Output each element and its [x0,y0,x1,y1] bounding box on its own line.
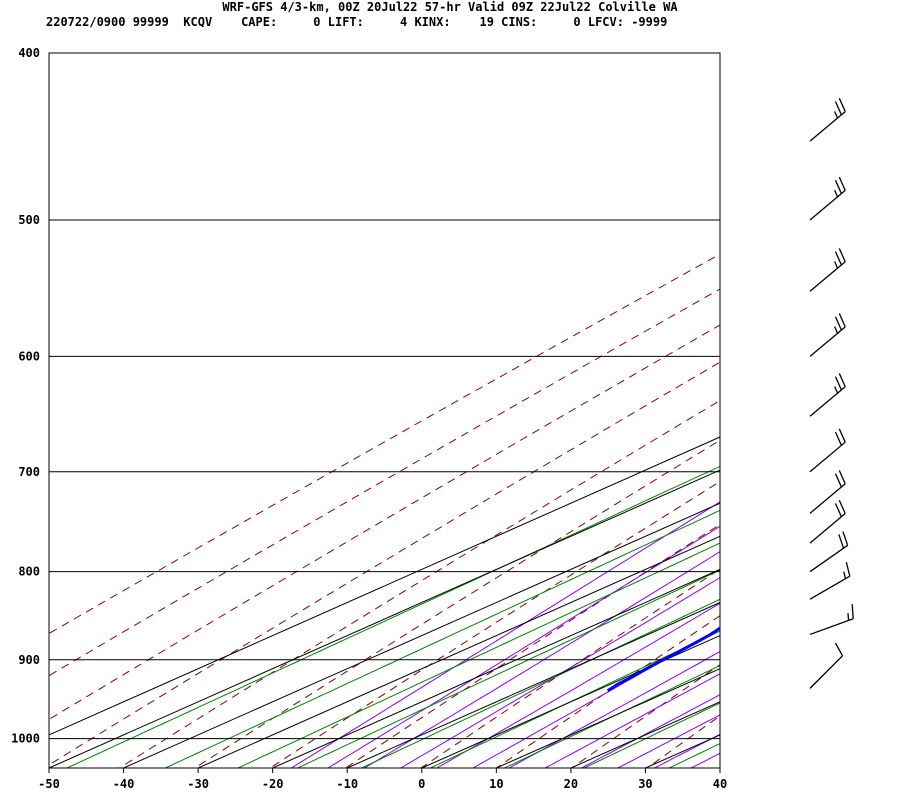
plot-border [48,52,721,769]
dry-adiabat [269,481,720,768]
dry-adiabat [49,361,720,766]
temperature-trace [761,141,900,691]
moist-adiabat [290,501,720,768]
dry-adiabat [49,253,720,635]
wind-barb [809,313,846,357]
sounding-traces [606,141,900,693]
dewpoint-trace [606,626,720,693]
moist-adiabat [580,694,720,768]
dry-adiabat [344,523,720,768]
background-lines [49,15,900,783]
moist-adiabat [471,627,720,768]
temperature-tick-label: -10 [336,777,358,791]
temperature-tick-label: 40 [713,777,727,791]
chart-title: WRF-GFS 4/3-km, 00Z 20Jul22 57-hr Valid … [222,0,678,14]
station-indices-line: 220722/0900 99999 KCQV CAPE: 0 LIFT: 4 K… [46,15,667,29]
temperature-tick-label: 30 [638,777,652,791]
pressure-tick-label: 700 [18,465,40,479]
moist-adiabat [544,673,720,768]
moist-adiabat [690,752,720,768]
moist-adiabat [653,733,720,768]
dry-adiabat [193,439,720,768]
mixing-ratio-line [668,742,720,768]
dry-adiabat [49,288,720,677]
temperature-tick-label: 20 [564,777,578,791]
dry-adiabat [855,15,900,783]
pressure-tick-label: 600 [18,349,40,363]
mixing-ratio-line [236,542,720,768]
mixing-ratio-line [164,509,720,768]
moist-adiabat [399,576,720,768]
moist-adiabat [363,551,720,768]
wind-barb [809,642,844,689]
pressure-tick-label: 1000 [11,732,40,746]
wind-barb [809,98,846,142]
isotherm-line [496,668,721,769]
wind-barb [809,470,846,514]
wind-barb [809,499,846,544]
temperature-axis: -50 -40 -30 -20 -10 0 10 20 30 40 [38,768,727,791]
plot-frame [48,52,721,769]
wind-barb [809,428,846,473]
isotherm-line [123,502,721,769]
isotherm-line [645,734,721,769]
pressure-tick-label: 800 [18,565,40,579]
dry-adiabat [420,568,720,768]
mixing-ratio-line [503,665,720,768]
dry-adiabat [779,15,900,783]
wind-barb [809,176,846,221]
mixing-ratio-line [583,702,720,768]
temperature-tick-label: 0 [418,777,425,791]
wind-barb [809,373,846,417]
temperature-tick-label: -50 [38,777,60,791]
pressure-tick-label: 400 [18,46,40,60]
wind-barb [809,604,854,636]
dry-adiabat [495,615,720,768]
isotherm-line [347,602,721,769]
wind-barb-column [809,98,854,689]
dry-adiabat [703,15,900,783]
isotherm-line [421,635,721,769]
wind-barb [809,531,849,573]
mixing-ratio-line [296,569,720,768]
isotherm-line [272,568,721,769]
temperature-tick-label: -20 [262,777,284,791]
temperature-tick-label: -40 [113,777,135,791]
dry-adiabat [646,715,720,768]
isotherm-line [48,436,721,736]
moist-adiabat [507,651,720,768]
isotherm-line [48,469,721,769]
dry-adiabat [570,664,720,768]
grid-lines [48,52,721,769]
mixing-ratio-line [65,465,720,768]
isotherm-line [570,701,721,769]
dry-adiabat [49,324,720,720]
moist-adiabat [616,714,720,768]
mixing-ratio-line [360,598,720,768]
pressure-axis: 400 500 600 700 800 900 1000 [11,46,40,746]
pressure-tick-label: 500 [18,213,40,227]
moist-adiabat [327,525,720,768]
wind-barb [809,561,851,600]
temperature-tick-label: 10 [489,777,503,791]
wind-barb [809,248,846,292]
isotherm-line [197,535,721,769]
temperature-tick-label: -30 [187,777,209,791]
pressure-tick-label: 900 [18,653,40,667]
moist-adiabat [435,602,720,768]
